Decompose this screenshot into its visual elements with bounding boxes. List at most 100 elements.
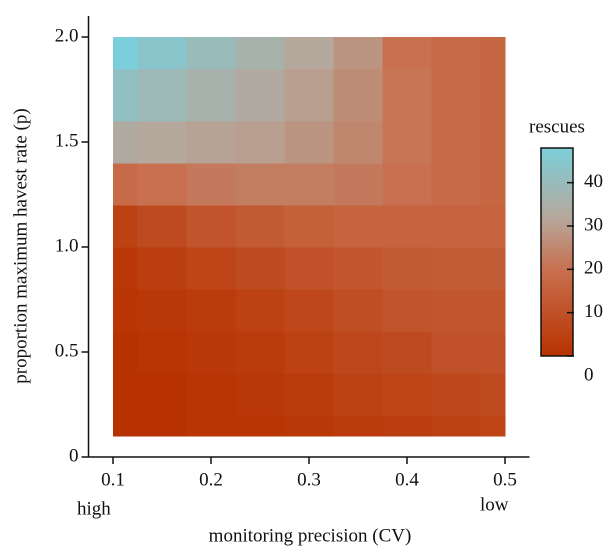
- heatmap-cell: [431, 331, 481, 374]
- heatmap-cell: [235, 373, 285, 416]
- heatmap-cell: [137, 331, 187, 374]
- heatmap-cell: [333, 205, 383, 248]
- heatmap-cell: [137, 121, 187, 164]
- heatmap-cell: [480, 289, 506, 332]
- heatmap-cell: [382, 247, 432, 290]
- heatmap-cell: [235, 331, 285, 374]
- heatmap-cell: [186, 415, 236, 437]
- heatmap-cell: [284, 68, 334, 122]
- colorbar-tick-label: 30: [584, 214, 603, 235]
- heatmap-cell: [186, 121, 236, 164]
- heatmap-cell: [137, 247, 187, 290]
- heatmap-cell: [431, 205, 481, 248]
- x-tick-label: 0.2: [199, 469, 223, 490]
- heatmap-cell: [137, 205, 187, 248]
- heatmap-cell: [186, 68, 236, 122]
- heatmap-cell: [235, 415, 285, 437]
- heatmap-cell: [284, 37, 334, 69]
- y-axis-label: proportion maximum havest rate (p): [10, 108, 31, 383]
- heatmap-cell: [431, 415, 481, 437]
- heatmap-cell: [113, 331, 138, 374]
- heatmap-cell: [137, 163, 187, 206]
- heatmap-cell: [382, 68, 432, 122]
- heatmap-cell: [186, 331, 236, 374]
- heatmap-cell: [333, 289, 383, 332]
- y-tick-label: 0.5: [55, 340, 79, 361]
- colorbar-title: rescues: [529, 116, 585, 137]
- heatmap-cell: [113, 373, 138, 416]
- heatmap-cell: [235, 68, 285, 122]
- heatmap-cell: [186, 163, 236, 206]
- heatmap-cell: [333, 247, 383, 290]
- heatmap-cell: [333, 373, 383, 416]
- heatmap-cell: [284, 163, 334, 206]
- heatmap-cell: [235, 247, 285, 290]
- y-tick-label: 1.5: [55, 130, 79, 151]
- colorbar-tick-label: 20: [584, 258, 603, 279]
- heatmap-cell: [137, 37, 187, 69]
- y-tick-label: 1.0: [55, 235, 79, 256]
- heatmap-cell: [431, 289, 481, 332]
- heatmap-cell: [284, 415, 334, 437]
- heatmap-cell: [431, 373, 481, 416]
- y-tick-label: 0: [69, 445, 79, 466]
- heatmap-cell: [333, 37, 383, 69]
- heatmap-cell: [431, 121, 481, 164]
- heatmap-cell: [186, 373, 236, 416]
- x-tick-label: 0.4: [395, 469, 419, 490]
- heatmap-cell: [333, 163, 383, 206]
- heatmap-cell: [480, 373, 506, 416]
- heatmap-cell: [333, 121, 383, 164]
- annotation: high: [77, 498, 111, 519]
- heatmap-cell: [480, 415, 506, 437]
- y-tick-label: 2.0: [55, 25, 79, 46]
- heatmap-cell: [113, 415, 138, 437]
- heatmap-cell: [186, 37, 236, 69]
- x-tick-label: 0.5: [493, 469, 517, 490]
- heatmap-cell: [235, 37, 285, 69]
- colorbar: [540, 147, 574, 357]
- heatmap-cell: [431, 68, 481, 122]
- x-tick-label: 0.3: [297, 469, 321, 490]
- heatmap-cell: [382, 205, 432, 248]
- heatmap-cell: [113, 247, 138, 290]
- annotation: low: [480, 494, 509, 515]
- heatmap-cell: [113, 205, 138, 248]
- colorbar-tick-label: 40: [584, 171, 603, 192]
- heatmap-cell: [284, 121, 334, 164]
- heatmap-cell: [284, 247, 334, 290]
- heatmap-cell: [480, 205, 506, 248]
- heatmap-cell: [113, 37, 138, 69]
- heatmap-cell: [333, 415, 383, 437]
- heatmap-cell: [186, 289, 236, 332]
- heatmap-cell: [284, 373, 334, 416]
- heatmap-cell: [186, 205, 236, 248]
- heatmap-cell: [284, 205, 334, 248]
- x-axis-label: monitoring precision (CV): [209, 525, 412, 546]
- heatmap-cell: [431, 37, 481, 69]
- colorbar-tick-label: 10: [584, 301, 603, 322]
- heatmap-cell: [431, 163, 481, 206]
- heatmap-cell: [431, 247, 481, 290]
- heatmap-cell: [480, 331, 506, 374]
- heatmap-cell: [382, 163, 432, 206]
- heatmap-cell: [382, 121, 432, 164]
- heatmap-cell: [137, 373, 187, 416]
- heatmap-cell: [480, 121, 506, 164]
- heatmap-cell: [382, 289, 432, 332]
- colorbar-tick-label: 0: [584, 364, 594, 385]
- heatmap-cell: [137, 415, 187, 437]
- heatmap-cell: [235, 163, 285, 206]
- heatmap-cell: [284, 331, 334, 374]
- heatmap-cell: [333, 331, 383, 374]
- heatmap-cell: [113, 68, 138, 122]
- heatmap-cell: [382, 37, 432, 69]
- heatmap-cell: [480, 163, 506, 206]
- heatmap-cell: [480, 37, 506, 69]
- heatmap-cell: [480, 247, 506, 290]
- heatmap-cell: [186, 247, 236, 290]
- heatmap-cell: [137, 68, 187, 122]
- heatmap-cell: [235, 205, 285, 248]
- heatmap-cell: [284, 289, 334, 332]
- heatmap-cell: [382, 331, 432, 374]
